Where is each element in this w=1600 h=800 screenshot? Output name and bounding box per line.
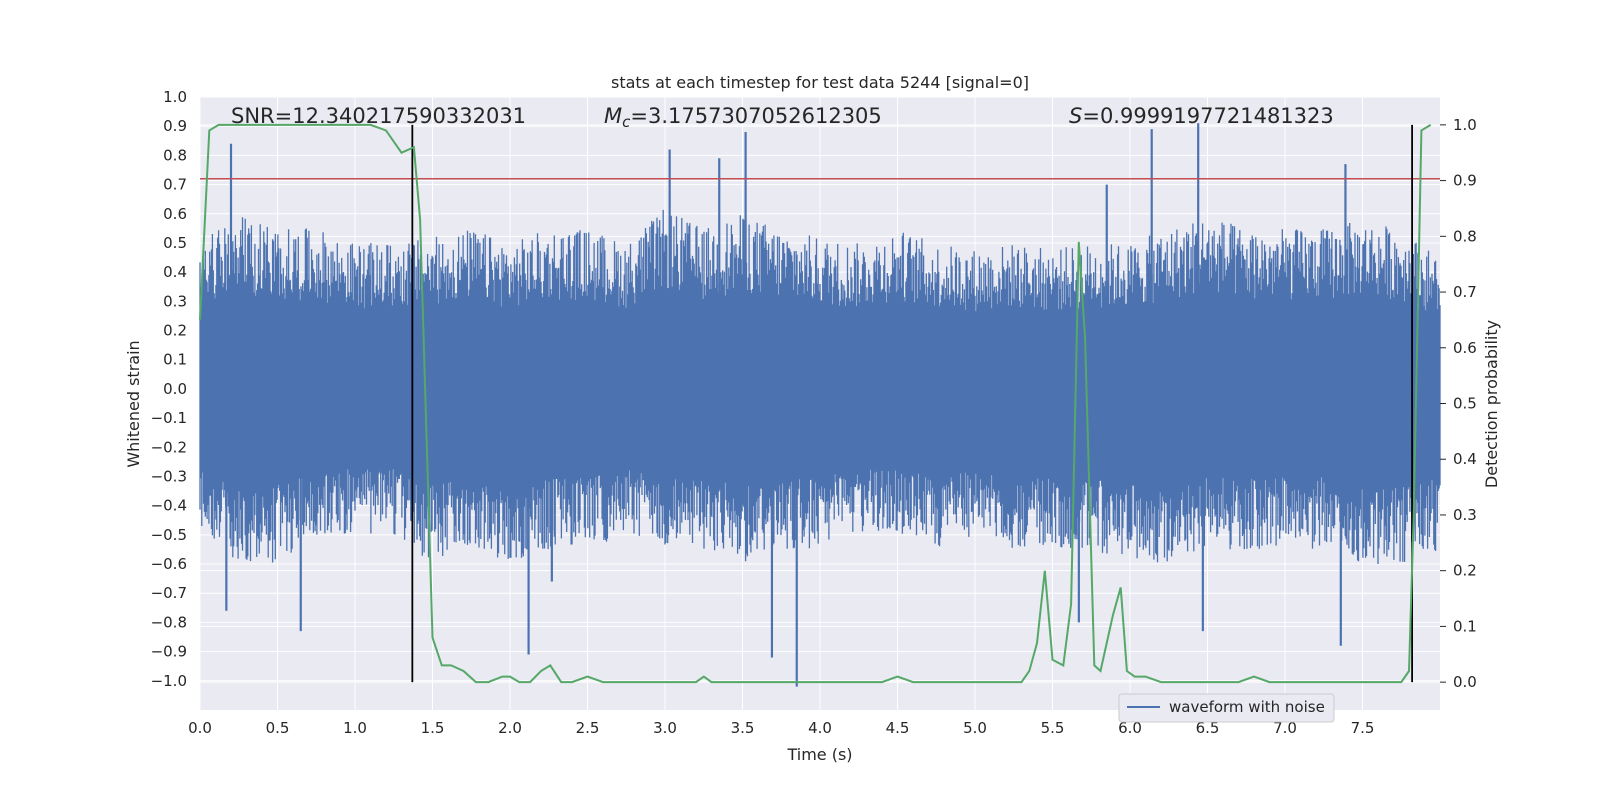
tick-labels: 0.0 0.5 1.0 1.5 2.0 2.5 3.0 3.5 4.0 4.5 5.0 5.5 6.0 6… — [151, 88, 1477, 737]
y-axis-label-left: Whitened strain — [124, 340, 143, 467]
y-tick-label-left: −0.1 — [151, 409, 187, 427]
y-tick-label-left: 0.0 — [163, 380, 187, 398]
y-tick-label-right: 0.8 — [1453, 227, 1477, 245]
y-tick-label-right: 0.7 — [1453, 283, 1477, 301]
mc-annotation: Mc=3.1757307052612305 — [604, 104, 882, 131]
y-tick-label-left: −0.8 — [151, 613, 187, 631]
x-tick-label: 3.5 — [731, 719, 755, 737]
s-symbol: S — [1069, 104, 1082, 128]
y-tick-label-right: 0.3 — [1453, 506, 1477, 524]
x-tick-label: 4.0 — [808, 719, 832, 737]
x-axis-label: Time (s) — [786, 745, 852, 764]
y-tick-label-left: 0.8 — [163, 146, 187, 164]
mc-subscript: c — [622, 113, 631, 131]
x-tick-label: 7.5 — [1351, 719, 1375, 737]
x-tick-label: 0.0 — [188, 719, 212, 737]
x-tick-label: 2.0 — [498, 719, 522, 737]
x-tick-label: 1.0 — [343, 719, 367, 737]
waveform-series — [199, 123, 1441, 687]
detection-probability-line — [199, 123, 1432, 684]
y-tick-label-left: 0.7 — [163, 176, 187, 194]
y-tick-label-left: 0.9 — [163, 117, 187, 135]
y-tick-label-right: 0.4 — [1453, 450, 1477, 468]
y-tick-label-right: 0.2 — [1453, 562, 1477, 580]
x-tick-label: 0.5 — [266, 719, 290, 737]
y-tick-label-right: 0.6 — [1453, 339, 1477, 357]
x-tick-label: 5.0 — [963, 719, 987, 737]
x-tick-label: 3.0 — [653, 719, 677, 737]
y-tick-label-right: 1.0 — [1453, 116, 1477, 134]
y-tick-label-left: −0.5 — [151, 526, 187, 544]
y-tick-label-right: 0.0 — [1453, 673, 1477, 691]
y-tick-label-left: 1.0 — [163, 88, 187, 106]
x-tick-label: 4.5 — [886, 719, 910, 737]
chart-title: stats at each timestep for test data 524… — [611, 73, 1029, 92]
y-tick-label-left: −0.9 — [151, 643, 187, 661]
s-value: =0.9999197721481323 — [1082, 104, 1333, 128]
x-tick-label: 6.0 — [1118, 719, 1142, 737]
y-tick-label-right: 0.9 — [1453, 172, 1477, 190]
overlay-lines — [199, 123, 1440, 684]
x-tick-label: 5.5 — [1041, 719, 1065, 737]
y-tick-label-left: 0.2 — [163, 322, 187, 340]
y-tick-label-left: 0.6 — [163, 205, 187, 223]
y-axis-label-right: Detection probability — [1482, 320, 1501, 488]
x-tick-label: 2.5 — [576, 719, 600, 737]
y-tick-label-left: −0.6 — [151, 555, 187, 573]
y-tick-label-left: 0.4 — [163, 263, 187, 281]
y-tick-label-left: 0.3 — [163, 292, 187, 310]
y-tick-label-left: −0.7 — [151, 584, 187, 602]
x-tick-label: 1.5 — [421, 719, 445, 737]
y-tick-label-right: 0.1 — [1453, 617, 1477, 635]
legend: waveform with noise — [1118, 693, 1335, 723]
s-annotation: S=0.9999197721481323 — [1069, 104, 1334, 128]
x-tick-label: 7.0 — [1273, 719, 1297, 737]
legend-box — [1118, 693, 1335, 723]
y-tick-label-right: 0.5 — [1453, 395, 1477, 413]
y-tick-label-left: −0.3 — [151, 467, 187, 485]
y-tick-label-left: 0.5 — [163, 234, 187, 252]
y-tick-label-left: −1.0 — [151, 672, 187, 690]
snr-annotation: SNR=12.340217590332031 — [231, 104, 526, 128]
waveform-line — [199, 209, 1441, 564]
y-tick-label-left: −0.2 — [151, 438, 187, 456]
mc-value: =3.1757307052612305 — [630, 104, 881, 128]
legend-label: waveform with noise — [1169, 698, 1325, 716]
y-tick-label-left: −0.4 — [151, 497, 187, 515]
x-tick-label: 6.5 — [1196, 719, 1220, 737]
y-tick-label-left: 0.1 — [163, 351, 187, 369]
mc-symbol: M — [604, 104, 622, 128]
